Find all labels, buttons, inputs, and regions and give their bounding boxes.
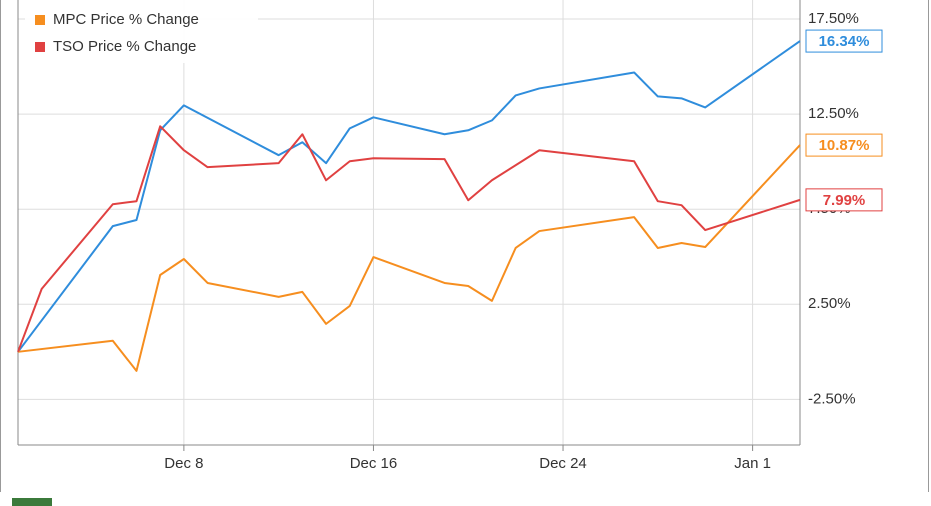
end-label-box [805,133,883,157]
logo [12,498,52,506]
end-label-box [805,188,883,212]
y-tick-label: 2.50% [808,295,851,312]
legend-label: MPC Price % Change [53,11,199,28]
end-label-text: 16.34% [819,33,870,50]
y-tick-label: 17.50% [808,10,859,27]
y-tick-label: 12.50% [808,105,859,122]
end-label: 7.99% [805,188,883,212]
legend: VLO Price % Change MPC Price % Change TSO … [25,0,258,63]
legend-box [25,0,258,63]
x-tick-label: Dec 24 [539,455,587,472]
x-tick-label: Dec 16 [350,455,398,472]
legend-label: TSO Price % Change [53,38,196,55]
series-line [17,125,801,353]
end-label: 10.87% [805,133,883,157]
end-label: 16.34% [805,29,883,53]
end-label-text: 7.99% [823,192,866,209]
legend-label: VLO Price % Change [53,0,196,1]
x-tick-label: Dec 8 [164,455,203,472]
series-line [17,40,801,353]
plot-area [18,0,800,445]
end-label-box [805,29,883,53]
end-label-text: 10.87% [819,137,870,154]
x-tick-label: Jan 1 [734,455,771,472]
legend-swatch [35,15,45,25]
y-tick-label: -2.50% [808,390,856,407]
series-line [17,144,801,372]
legend-swatch [35,42,45,52]
